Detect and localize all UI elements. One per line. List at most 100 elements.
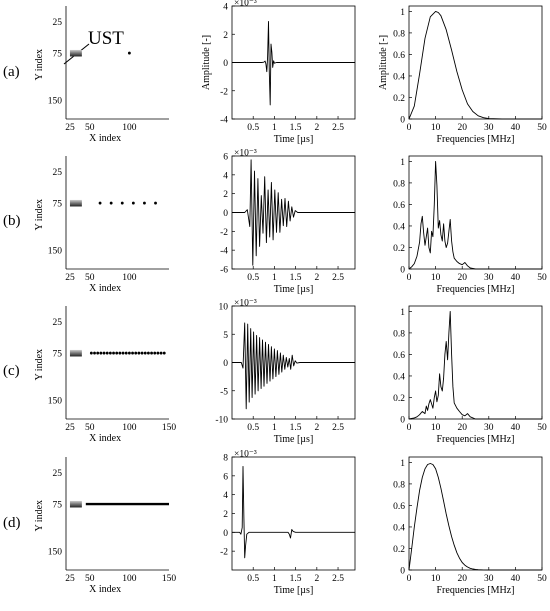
receiver-point [93,351,96,355]
transducer-band [69,349,82,352]
y-tick-label: 25 [53,469,63,479]
y-tick-label: -4 [220,116,228,126]
y-tick-label: 6 [223,472,228,482]
x-tick-label: 25 [65,123,75,133]
y-tick-label: 0 [400,116,405,126]
y-axis-label: Amplitude [-] [378,35,389,90]
y-tick-label: 1 [400,308,405,318]
transducer-element [69,349,82,357]
transducer-band [69,199,82,202]
y-tick-label: 25 [53,318,63,328]
y-tick-label: 4 [223,3,228,13]
transducer-element [69,199,82,207]
x-tick-label: 2 [314,273,319,283]
y-tick-label: 150 [48,548,63,558]
plot-frame [408,5,543,120]
x-axis-label: X index [89,283,121,294]
transducer-element [69,500,82,508]
y-tick-label: 0.6 [393,201,405,211]
y-tick-label: 0.6 [393,351,405,361]
x-axis-label: Frequencies [MHz] [436,134,514,145]
y-tick-label: 1 [400,8,405,18]
x-tick-label: 10 [431,273,441,283]
axis-exponent: ×10⁻³ [234,149,257,159]
y-tick-label: 1 [400,459,405,469]
receiver-point [120,201,124,205]
x-tick-label: 50 [85,273,95,283]
x-tick-label: 100 [122,123,137,133]
transducer-band [69,354,82,357]
panel-2-1: 0.5 1 1.5 2 2.5 -10 -5 0 5 10 Time [µs] ×10⁻³ [215,299,356,445]
y-tick-label: 150 [48,97,63,107]
y-tick-label: -10 [215,416,228,426]
y-tick-label: 75 [53,50,63,60]
y-tick-label: 10 [219,303,229,313]
y-tick-label: 0.8 [393,329,405,339]
y-tick-label: -2 [220,548,228,558]
transducer-band [69,53,82,56]
receiver-point [96,351,100,355]
panel-0-2: 0 10 20 30 40 50 0 0.2 0.4 0.6 0.8 1 Frequencies [MH… [378,5,547,145]
x-tick-label: 25 [65,574,75,584]
receiver-point [89,351,93,355]
row-labels: (a) (b) (c) (d) [3,64,21,531]
x-tick-label: 30 [484,574,494,584]
x-tick-label: 25 [65,273,75,283]
x-tick-label: 0 [407,574,412,584]
x-tick-label: 100 [122,423,137,433]
x-tick-label: 1.5 [290,273,302,283]
y-tick-label: 5 [223,331,228,341]
receiver-point [124,351,128,355]
y-tick-label: 0.2 [393,394,405,404]
x-tick-label: 50 [537,123,547,133]
x-axis-label: Frequencies [MHz] [436,284,514,295]
receiver-point [156,351,160,355]
ust-annotation: UST [63,28,124,65]
transducer-band [69,502,82,504]
x-tick-label: 20 [457,123,467,133]
x-tick-label: 2 [314,123,319,133]
receiver-point [115,351,119,355]
x-tick-label: 1.5 [290,574,302,584]
transducer-band [69,203,82,206]
transducer-band [69,505,82,508]
x-axis-label: Frequencies [MHz] [436,434,514,445]
y-tick-label: 0 [400,567,405,577]
y-tick-label: 0.8 [393,29,405,39]
receiver-point [98,201,102,205]
y-tick-label: 8 [223,454,228,464]
y-tick-label: 0 [223,209,228,219]
x-tick-label: 2 [314,574,319,584]
x-tick-label: 2.5 [332,574,344,584]
transducer-band [69,353,82,356]
panel-3-2: 0 10 20 30 40 50 0 0.2 0.4 0.6 0.8 1 Frequencies [MH… [393,456,547,596]
x-axis-label: X index [89,433,121,444]
transducer-band [69,351,82,353]
y-tick-label: 75 [53,200,63,210]
y-tick-label: 0 [400,416,405,426]
y-tick-label: 0 [400,266,405,276]
series-line [232,159,355,266]
x-tick-label: 50 [537,273,547,283]
x-tick-label: 50 [85,123,95,133]
x-tick-label: 2.5 [332,423,344,433]
y-tick-label: 0.4 [393,222,405,232]
y-tick-label: 0.4 [393,372,405,382]
y-tick-label: -5 [220,387,228,397]
x-tick-label: 50 [85,423,95,433]
x-tick-label: 1 [272,423,277,433]
panel-2-2: 0 10 20 30 40 50 0 0.2 0.4 0.6 0.8 1 Frequencies [MH… [393,305,547,445]
y-tick-label: 0 [223,59,228,69]
x-tick-label: 40 [511,423,521,433]
receiver-point [143,201,146,205]
x-tick-label: 1 [272,273,277,283]
axis-exponent: ×10⁻³ [234,0,257,9]
x-tick-label: 1 [272,574,277,584]
x-tick-label: 0 [407,423,412,433]
y-tick-label: 0.8 [393,480,405,490]
y-tick-label: 75 [53,350,63,360]
transducer-band [69,202,82,205]
receiver-point [159,351,163,355]
